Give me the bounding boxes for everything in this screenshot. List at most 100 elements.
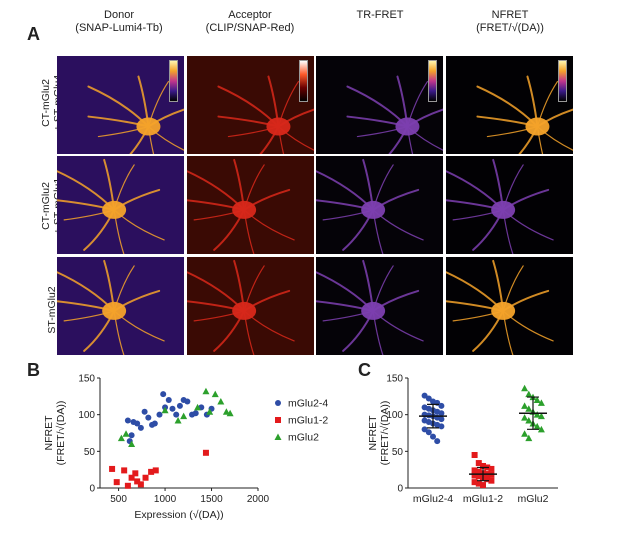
micrograph-r2-c4 xyxy=(446,156,573,254)
neuron-graphic xyxy=(217,75,314,154)
chart-b-point-mGlu2 xyxy=(206,408,214,415)
chart-c-point-mGlu2 xyxy=(521,384,529,392)
chart-b-xtick-label: 1500 xyxy=(200,494,223,505)
chart-c-point-mGlu1-2 xyxy=(475,468,482,475)
chart-b-point-mGlu1-2 xyxy=(142,474,149,481)
chart-b-ytick-label: 50 xyxy=(84,447,96,458)
micrograph-r1-c4 xyxy=(446,56,573,154)
chart-b-point-mGlu2 xyxy=(174,417,182,424)
chart-b-point-mGlu2 xyxy=(128,440,136,447)
chart-b-point-mGlu2 xyxy=(161,406,169,414)
colorbar-r1-c3 xyxy=(428,60,437,102)
col-head-acceptor-line2: (CLIP/SNAP-Red) xyxy=(205,22,295,34)
col-head-trfret-line1: TR-FRET xyxy=(356,9,404,21)
chart-b-xlabel: Expression (√(DA)) xyxy=(134,509,223,521)
chart-c-point-mGlu1-2 xyxy=(475,473,482,480)
chart-c-ylabel: NFRET xyxy=(367,415,379,451)
chart-c-errorbar-mGlu1-2 xyxy=(477,466,489,482)
neuron-graphic xyxy=(187,158,295,254)
panel-c-letter: C xyxy=(358,360,371,380)
chart-b-point-mGlu2-4 xyxy=(176,402,183,409)
chart-b-point-mGlu1-2 xyxy=(121,467,128,474)
chart-c-point-mGlu2 xyxy=(521,402,529,409)
chart-c-point-mGlu1-2 xyxy=(480,463,486,469)
neuron-graphic xyxy=(346,75,443,154)
chart-b-legend-marker xyxy=(274,433,282,440)
chart-c-ytick-label: 100 xyxy=(386,410,403,421)
chart-b-point-mGlu2-4 xyxy=(156,411,163,418)
chart-b-point-mGlu1-2 xyxy=(124,482,131,489)
col-head-donor-line1: Donor xyxy=(104,9,134,21)
chart-b-xtick-label: 1000 xyxy=(154,494,177,505)
chart-b-point-mGlu2 xyxy=(222,408,230,415)
chart-b-legend-marker xyxy=(275,400,281,406)
chart-c-point-mGlu1-2 xyxy=(488,477,495,484)
chart-c-point-mGlu1-2 xyxy=(471,452,478,458)
chart-b: 500 1000 1500 2000 0 50 100 150 Expression (√(DA… xyxy=(43,374,328,522)
neuron-graphic xyxy=(476,75,573,154)
chart-c-point-mGlu2 xyxy=(525,405,533,412)
chart-b-point-mGlu2-4 xyxy=(124,417,131,424)
chart-c-point-mGlu2 xyxy=(525,434,533,442)
micrograph-r3-c4 xyxy=(446,257,573,355)
chart-b-point-mGlu2 xyxy=(122,430,130,437)
chart-c-point-mGlu1-2 xyxy=(484,476,491,483)
micrograph-r2-c3 xyxy=(316,156,443,254)
chart-b-legend-label: mGlu1-2 xyxy=(288,415,328,427)
chart-b-point-mGlu2-4 xyxy=(160,391,167,398)
chart-b-point-mGlu1-2 xyxy=(152,467,159,474)
chart-b-point-mGlu2-4 xyxy=(137,424,144,431)
chart-c-errorbar-mGlu2-4 xyxy=(427,403,439,429)
chart-b-point-mGlu2 xyxy=(194,403,202,411)
chart-c-ylabel-unit: (FRET/√(DA)) xyxy=(379,401,391,466)
chart-c-point-mGlu2 xyxy=(533,396,541,403)
row-label-2-line1: CT-mGlu2 xyxy=(40,182,52,230)
chart-b-point-mGlu1-2 xyxy=(109,465,116,472)
chart-c-point-mGlu2-4 xyxy=(438,410,445,417)
chart-c-category-label: mGlu2-4 xyxy=(413,493,453,505)
chart-b-point-mGlu1-2 xyxy=(134,478,141,485)
chart-c-point-mGlu2-4 xyxy=(438,423,445,430)
chart-c-point-mGlu2-4 xyxy=(438,416,445,423)
chart-b-point-mGlu2 xyxy=(211,390,219,398)
chart-c-point-mGlu2-4 xyxy=(421,426,428,433)
col-head-nfret: NFRET (FRET/√(DA)) xyxy=(446,9,574,35)
colorbar-r1-c4 xyxy=(558,60,567,102)
col-head-nfret-line1: NFRET xyxy=(491,9,529,21)
chart-c-point-mGlu1-2 xyxy=(488,465,495,472)
chart-b-ytick-label: 0 xyxy=(89,484,95,495)
chart-c-point-mGlu2 xyxy=(525,390,533,398)
col-head-donor-line2: (SNAP-Lumi4-Tb) xyxy=(75,22,163,34)
chart-c-point-mGlu2 xyxy=(521,414,529,421)
neuron-graphic xyxy=(57,158,165,254)
chart-c-point-mGlu2-4 xyxy=(425,395,432,402)
chart-c-point-mGlu1-2 xyxy=(471,472,478,479)
chart-b-point-mGlu1-2 xyxy=(128,474,135,481)
chart-c-point-mGlu2 xyxy=(533,411,541,418)
chart-b-point-mGlu2-4 xyxy=(192,410,199,417)
col-head-acceptor: Acceptor (CLIP/SNAP-Red) xyxy=(186,9,314,35)
chart-b-point-mGlu2-4 xyxy=(173,411,180,418)
micrograph-r3-c2 xyxy=(187,257,314,355)
chart-c-point-mGlu2-4 xyxy=(434,438,441,445)
chart-c-point-mGlu2-4 xyxy=(425,429,432,436)
chart-b-ylabel: NFRET xyxy=(43,415,55,451)
micrograph-r1-c2 xyxy=(187,56,314,154)
chart-c-point-mGlu2-4 xyxy=(421,392,428,399)
panel-b-letter: B xyxy=(27,360,40,380)
micrograph-r2-c1 xyxy=(57,156,184,254)
chart-b-legend-label: mGlu2 xyxy=(288,432,319,444)
chart-b-point-mGlu2-4 xyxy=(165,397,172,403)
chart-b-ytick-label: 150 xyxy=(78,374,95,385)
neuron-graphic xyxy=(446,158,554,254)
chart-c-point-mGlu2 xyxy=(525,417,533,424)
chart-b-ylabel-unit: (FRET/√(DA)) xyxy=(55,401,67,466)
chart-c-point-mGlu2 xyxy=(537,399,545,406)
chart-b-point-mGlu2 xyxy=(117,434,125,442)
chart-b-point-mGlu2 xyxy=(180,412,188,420)
chart-c-point-mGlu2 xyxy=(533,422,541,430)
row-label-1-line1: CT-mGlu2 xyxy=(40,79,52,127)
chart-c-point-mGlu2 xyxy=(521,430,529,437)
chart-b-point-mGlu2-4 xyxy=(169,405,176,412)
chart-b-point-mGlu1-2 xyxy=(132,470,139,477)
